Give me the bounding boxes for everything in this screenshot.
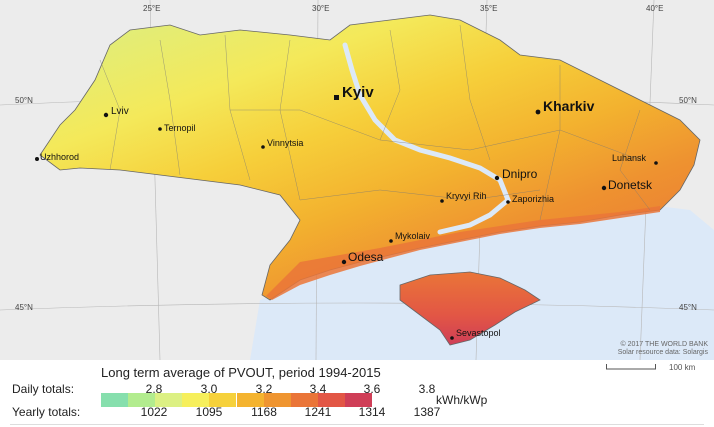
crimea	[399, 271, 541, 346]
svg-text:Donetsk: Donetsk	[608, 178, 653, 192]
svg-text:Lviv: Lviv	[111, 106, 129, 117]
city-uzhhorod: Uzhhorod	[35, 152, 79, 162]
city-mykolaiv: Mykolaiv	[389, 231, 431, 243]
yearly-value: 1022	[140, 405, 168, 419]
city-ternopil: Ternopil	[158, 123, 196, 133]
city-kyiv: Kyiv	[334, 84, 374, 101]
scale-label: 100 km	[669, 363, 696, 372]
legend: Long term average of PVOUT, period 1994-…	[0, 362, 714, 427]
yearly-value: 1387	[413, 405, 441, 419]
city-luhansk: Luhansk	[612, 153, 658, 165]
lat-label-50-left: 50°N	[15, 96, 33, 105]
lon-label-35: 35°E	[480, 4, 497, 13]
svg-text:Odesa: Odesa	[348, 250, 384, 264]
svg-text:Mykolaiv: Mykolaiv	[395, 231, 431, 241]
legend-swatch	[128, 393, 156, 407]
svg-text:Vinnytsia: Vinnytsia	[267, 138, 303, 148]
lat-label-50-right: 50°N	[679, 96, 697, 105]
city-kharkiv: Kharkiv	[535, 98, 595, 115]
svg-text:Kryvyi Rih: Kryvyi Rih	[446, 191, 487, 201]
legend-swatch	[317, 393, 345, 407]
daily-value: 3.6	[363, 382, 381, 396]
daily-value: 3.0	[200, 382, 218, 396]
city-sevastopol: Sevastopol	[450, 328, 501, 340]
svg-text:Ternopil: Ternopil	[164, 123, 196, 133]
svg-text:Kharkiv: Kharkiv	[543, 98, 595, 114]
oblast-borders	[99, 24, 651, 221]
copyright-note: © 2017 THE WORLD BANK Solar resource dat…	[618, 341, 708, 357]
southern-coast-band	[266, 206, 660, 300]
city-donetsk: Donetsk	[601, 178, 653, 192]
scale-bar	[606, 364, 656, 370]
city-vinnytsia: Vinnytsia	[261, 138, 303, 149]
solar-potential-map: 25°E 30°E 35°E 40°E 50°N 45°N 50°N 45°N …	[0, 0, 714, 360]
yearly-value: 1241	[304, 405, 332, 419]
lon-label-25: 25°E	[143, 4, 160, 13]
data-source-line: Solar resource data: Solargis	[617, 349, 708, 356]
lon-label-30: 30°E	[312, 4, 329, 13]
legend-swatch	[182, 393, 210, 407]
ukraine-mainland	[39, 14, 701, 301]
svg-text:Uzhhorod: Uzhhorod	[40, 152, 79, 162]
svg-text:Zaporizhia: Zaporizhia	[512, 194, 554, 204]
city-odesa: Odesa	[341, 250, 384, 265]
legend-title: Long term average of PVOUT, period 1994-…	[101, 365, 381, 380]
unit-label: kWh/kWp	[436, 393, 488, 407]
yearly-value: 1168	[251, 405, 277, 419]
legend-swatch	[290, 393, 318, 407]
city-lviv: Lviv	[103, 106, 129, 118]
daily-value: 3.2	[255, 382, 273, 396]
daily-value: 3.8	[418, 382, 436, 396]
yearly-totals-label: Yearly totals:	[12, 405, 81, 419]
lat-label-45-right: 45°N	[679, 303, 697, 312]
city-zaporizhia: Zaporizhia	[506, 194, 554, 204]
legend-swatch	[209, 393, 237, 407]
daily-value: 2.8	[145, 382, 163, 396]
bottom-divider	[10, 424, 704, 425]
legend-swatch	[101, 393, 128, 407]
city-dnipro: Dnipro	[494, 167, 538, 181]
yearly-value: 1095	[195, 405, 223, 419]
legend-swatch	[236, 393, 264, 407]
dnipro-river	[342, 42, 511, 235]
svg-text:Luhansk: Luhansk	[612, 153, 647, 163]
svg-text:Kyiv: Kyiv	[342, 84, 374, 101]
lat-label-45-left: 45°N	[15, 303, 33, 312]
legend-swatch	[344, 393, 372, 407]
svg-text:Sevastopol: Sevastopol	[456, 328, 501, 338]
yearly-value: 1314	[358, 405, 386, 419]
lon-label-40: 40°E	[646, 4, 663, 13]
legend-swatch	[263, 393, 291, 407]
city-kryvyi-rih: Kryvyi Rih	[440, 191, 487, 203]
svg-text:Dnipro: Dnipro	[502, 167, 538, 181]
daily-totals-label: Daily totals:	[12, 382, 75, 396]
copyright-line: © 2017 THE WORLD BANK	[620, 341, 709, 348]
legend-swatch	[155, 393, 183, 407]
map-svg: 25°E 30°E 35°E 40°E 50°N 45°N 50°N 45°N …	[0, 0, 714, 360]
daily-value: 3.4	[309, 382, 327, 396]
